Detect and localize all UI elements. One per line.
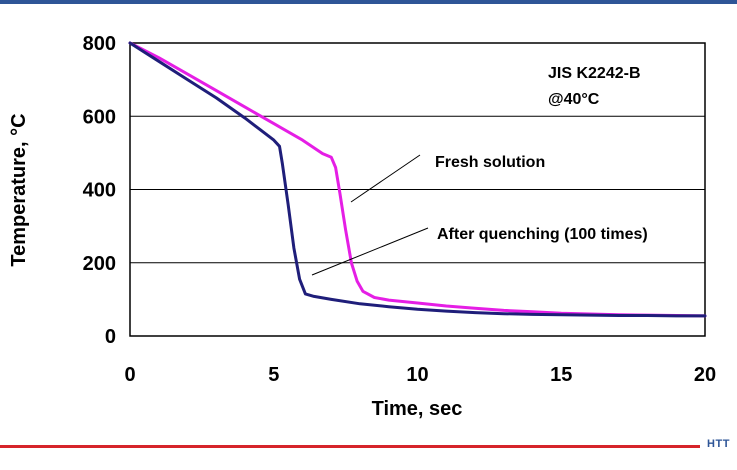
y-tick-labels: 0 200 400 600 800 [83, 33, 116, 348]
y-tick-0: 0 [105, 326, 116, 348]
after-quenching-label: After quenching (100 times) [437, 226, 648, 243]
htt-logo: HTT [707, 438, 730, 450]
x-tick-5: 5 [268, 364, 279, 386]
y-tick-400: 400 [83, 180, 116, 202]
top-accent-bar [0, 0, 737, 4]
plot-area-frame [129, 42, 706, 337]
bottom-red-rule [0, 445, 700, 448]
after-quenching-leader-line [311, 227, 429, 276]
x-axis-label: Time, sec [372, 398, 463, 420]
fresh-solution-label: Fresh solution [435, 154, 545, 171]
standard-annotation: JIS K2242-B [548, 65, 641, 82]
y-tick-200: 200 [83, 253, 116, 275]
annotation-leader-lines [311, 154, 429, 276]
y-tick-800: 800 [83, 33, 116, 55]
x-tick-15: 15 [550, 364, 572, 386]
data-series [128, 41, 707, 318]
y-tick-600: 600 [83, 106, 116, 128]
x-tick-20: 20 [694, 364, 716, 386]
fresh-solution-leader-line [350, 154, 421, 203]
after-quenching-series-line [128, 41, 707, 318]
x-tick-0: 0 [124, 364, 135, 386]
x-tick-labels: 0 5 10 15 20 [124, 364, 716, 386]
x-tick-10: 10 [406, 364, 428, 386]
y-axis-label: Temperature, °C [8, 113, 30, 266]
fresh-solution-series-line [128, 41, 707, 318]
grid-lines [130, 115, 705, 264]
temperature-annotation: @40°C [548, 91, 600, 108]
